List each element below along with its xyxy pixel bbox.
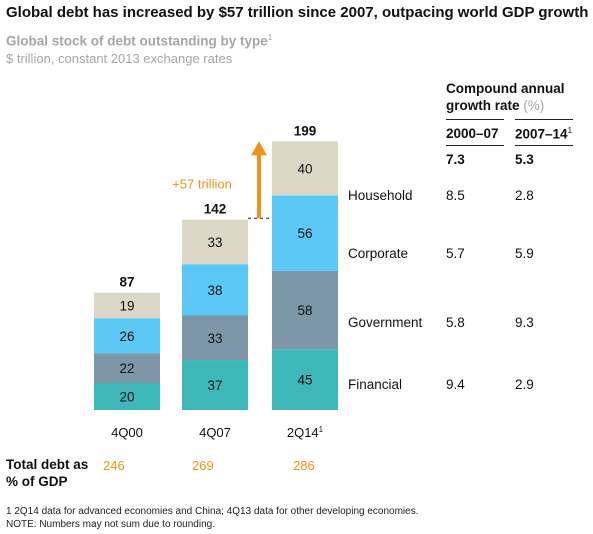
subtitle-footnote-marker: 1 (267, 33, 273, 42)
bar-value-government-4q07: 33 (207, 331, 222, 346)
footnote-note: NOTE: Numbers may not sum due to roundin… (6, 519, 215, 530)
bar-corporate-4q07 (182, 264, 248, 316)
bar-government-4q00 (94, 353, 160, 383)
total-debt-4q00: 246 (103, 458, 125, 473)
category-label-household: Household (348, 188, 413, 203)
chart-subtitle: Global stock of debt outstanding by type… (6, 33, 272, 49)
bar-government-2q14 (272, 270, 338, 350)
x-tick-2q14: 2Q141 (287, 425, 324, 440)
bar-household-2q14 (272, 141, 338, 196)
cagr-col1-rule-bottom (446, 145, 504, 146)
bar-value-financial-2q14: 45 (297, 373, 312, 388)
cagr-household-2000-07: 8.5 (446, 188, 465, 203)
footnotes: 1 2Q14 data for advanced economies and C… (6, 505, 419, 531)
bar-value-corporate-4q07: 38 (207, 283, 222, 298)
cagr-title-text: Compound annual growth rate (446, 81, 565, 113)
bar-value-corporate-2q14: 56 (297, 226, 312, 241)
bar-value-financial-4q00: 20 (119, 390, 134, 405)
cagr-col-2000-07: 2000–07 (446, 126, 499, 141)
chart-title: Global debt has increased by $57 trillio… (6, 4, 589, 21)
cagr-government-2000-07: 5.8 (446, 315, 465, 330)
category-label-government: Government (348, 315, 423, 330)
category-label-corporate: Corporate (348, 246, 409, 261)
bar-value-household-2q14: 40 (297, 161, 312, 176)
bar-value-household-4q00: 19 (119, 298, 134, 313)
cagr-total-2007-14: 5.3 (515, 152, 534, 167)
total-debt-2q14: 286 (293, 458, 315, 473)
cagr-household-2007-14: 2.8 (515, 188, 534, 203)
x-tick-4q00: 4Q00 (111, 425, 143, 440)
cagr-col2-rule-top (515, 119, 573, 120)
bar-corporate-4q00 (94, 318, 160, 354)
bar-government-4q07 (182, 315, 248, 361)
cagr-col2-text: 2007–14 (515, 126, 568, 142)
cagr-total-2000-07: 7.3 (446, 152, 465, 167)
cagr-col1-rule-top (446, 119, 504, 120)
bar-financial-4q07 (182, 360, 248, 410)
bar-financial-4q00 (94, 383, 160, 410)
bar-value-corporate-4q00: 26 (119, 329, 134, 344)
growth-annotation: +57 trillion (172, 176, 232, 191)
x-tick-4q07: 4Q07 (199, 425, 231, 440)
cagr-government-2007-14: 9.3 (515, 315, 534, 330)
cagr-header: Compound annual growth rate (%) (446, 80, 586, 114)
bar-household-4q00 (94, 292, 160, 319)
bar-household-4q07 (182, 219, 248, 265)
bar-total-2q14: 199 (294, 123, 317, 138)
cagr-col-2007-14: 2007–141 (515, 126, 572, 142)
bar-corporate-2q14 (272, 195, 338, 271)
chart-units: $ trillion, constant 2013 exchange rates (6, 51, 233, 66)
bar-total-4q07: 142 (204, 202, 227, 217)
cagr-col2-footnote-marker: 1 (567, 126, 573, 135)
cagr-col2-rule-bottom (515, 145, 573, 146)
cagr-financial-2000-07: 9.4 (446, 377, 465, 392)
cagr-corporate-2007-14: 5.9 (515, 246, 534, 261)
footnote-1: 1 2Q14 data for advanced economies and C… (6, 506, 419, 517)
bar-value-financial-4q07: 37 (207, 378, 222, 393)
bar-total-4q00: 87 (119, 275, 134, 290)
growth-arrow-head (251, 141, 267, 156)
category-label-financial: Financial (348, 377, 403, 392)
total-debt-4q07: 269 (192, 458, 214, 473)
bar-financial-2q14 (272, 349, 338, 410)
cagr-corporate-2000-07: 5.7 (446, 246, 465, 261)
cagr-unit: (%) (523, 98, 545, 113)
bar-value-government-2q14: 58 (297, 303, 312, 318)
bar-value-household-4q07: 33 (207, 235, 222, 250)
cagr-financial-2007-14: 2.9 (515, 377, 534, 392)
total-debt-label: Total debt as % of GDP (6, 457, 89, 489)
bar-value-government-4q00: 22 (119, 361, 134, 376)
subtitle-text: Global stock of debt outstanding by type (6, 33, 268, 49)
